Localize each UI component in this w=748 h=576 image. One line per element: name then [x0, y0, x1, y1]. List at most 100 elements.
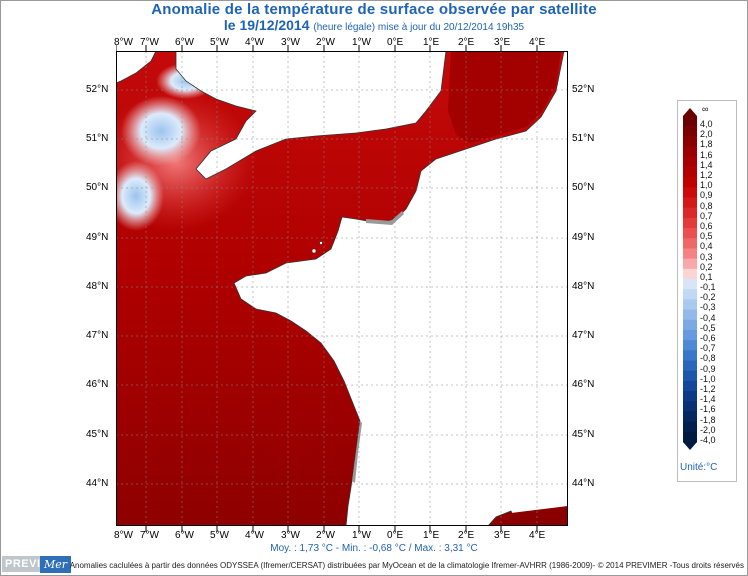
lat-label: 44°N [86, 478, 109, 489]
graticule [116, 51, 568, 526]
legend-level-label: -0,2 [700, 292, 716, 303]
lat-label: 52°N [86, 84, 109, 95]
north-sea [448, 51, 561, 143]
legend-level-label: 2,0 [700, 129, 713, 140]
legend-swatch [683, 166, 697, 178]
legend-swatch [683, 380, 697, 392]
legend-swatch [683, 411, 697, 423]
legend-swatch [683, 228, 697, 239]
legend-level-label: -0,1 [700, 282, 716, 293]
legend-level-label: -0,7 [700, 343, 716, 354]
date-label: le 19/12/2014 [223, 17, 310, 33]
lon-label: 7°W [140, 37, 159, 48]
legend-level-label: 0,6 [700, 220, 713, 231]
legend-swatch [683, 319, 697, 331]
stats-summary: Moy. : 1,73 °C - Min. : -0,68 °C / Max. … [270, 543, 478, 554]
legend-level-label: 0,4 [700, 241, 713, 252]
legend-swatch [683, 421, 697, 433]
lon-label: 1°W [352, 37, 371, 48]
legend-swatch [683, 197, 697, 209]
cold-anomaly-patch [116, 161, 164, 231]
lat-label: 51°N [572, 133, 595, 144]
lat-label: 46°N [572, 379, 595, 390]
legend-swatch [683, 238, 697, 249]
lon-label: 6°W [175, 530, 194, 541]
lon-label: 4°W [245, 37, 264, 48]
legend-swatch [683, 156, 697, 168]
legend-level-label: 4,0 [700, 119, 713, 130]
lat-label: 46°N [86, 379, 109, 390]
legend-level-label: 0,9 [700, 190, 713, 201]
lon-label: 3°W [281, 37, 300, 48]
legend-cap-top [683, 108, 697, 116]
legend-swatch [683, 258, 697, 270]
land-great-britain [175, 51, 447, 180]
lon-label: 2°E [458, 530, 475, 541]
lon-label: 2°W [316, 530, 335, 541]
legend-swatch [683, 248, 697, 260]
lon-label: 3°E [494, 530, 511, 541]
lon-label: 4°E [529, 37, 546, 48]
legend-level-label: -0,4 [700, 312, 716, 323]
legend-level-label: 0,8 [700, 200, 713, 211]
legend-swatch [683, 401, 697, 412]
legend-level-label: 0,5 [700, 231, 713, 242]
legend-level-label: -0,3 [700, 302, 716, 313]
lon-label: 7°W [140, 530, 159, 541]
lon-label: 2°W [316, 37, 335, 48]
logo-part1: PREVI [2, 556, 44, 572]
lat-label: 48°N [572, 281, 595, 292]
legend-swatch [683, 136, 697, 148]
land-ireland [116, 51, 157, 84]
legend-level-label: 1,2 [700, 170, 713, 181]
legend-swatch [683, 116, 697, 127]
legend-cap-bottom [683, 442, 697, 450]
legend-level-label: 0,7 [700, 210, 713, 221]
lat-label: 49°N [86, 232, 109, 243]
axis-ticks [116, 45, 538, 532]
legend-swatch [683, 309, 697, 321]
legend-swatch [683, 370, 697, 382]
lon-label: 0°E [387, 530, 404, 541]
legend-swatch [683, 329, 697, 341]
lat-label: 47°N [572, 330, 595, 341]
sst-anomaly-map [116, 51, 568, 526]
legend-level-label: 1,8 [700, 139, 713, 150]
legend-swatch [683, 299, 697, 311]
legend-swatch [683, 177, 697, 188]
lon-label: 8°W [114, 37, 133, 48]
legend-level-label: -0,6 [700, 333, 716, 344]
legend-swatch [683, 268, 697, 280]
lat-label: 52°N [572, 84, 595, 95]
lat-label: 45°N [86, 429, 109, 440]
legend-swatch [683, 146, 697, 158]
legend-swatch [683, 217, 697, 229]
credits-footer: Anomalies caclulées à partir des données… [69, 561, 744, 570]
legend-swatch [683, 431, 697, 443]
legend-level-label: 0,1 [700, 271, 713, 282]
update-note: (heure légale) mise à jour du 20/12/2014… [313, 22, 525, 33]
lon-label: 8°W [114, 530, 133, 541]
legend-swatch [683, 289, 697, 300]
legend-colorbar [683, 108, 697, 450]
legend-level-label: 1,4 [700, 159, 713, 170]
legend-unit: Unité:°C [680, 462, 718, 473]
legend-level-label: -1,4 [700, 394, 716, 405]
legend-level-label: 0,2 [700, 261, 713, 272]
lat-label: 47°N [86, 330, 109, 341]
legend-swatch [683, 126, 697, 137]
lon-label: 4°W [245, 530, 264, 541]
land-france [233, 51, 568, 526]
lon-label: 3°E [494, 37, 511, 48]
lon-label: 4°E [529, 530, 546, 541]
lat-label: 51°N [86, 133, 109, 144]
legend-swatch [683, 360, 697, 372]
legend-level-label: -1,2 [700, 383, 716, 394]
legend-level-label: 1,6 [700, 149, 713, 160]
previmer-logo: PREVI Mer [2, 556, 72, 574]
legend-level-label: -1,0 [700, 373, 716, 384]
lon-label: 3°W [281, 530, 300, 541]
legend-swatch [683, 279, 697, 290]
legend-level-label: 1,0 [700, 180, 713, 191]
legend-top-symbol: ∞ [702, 104, 709, 114]
